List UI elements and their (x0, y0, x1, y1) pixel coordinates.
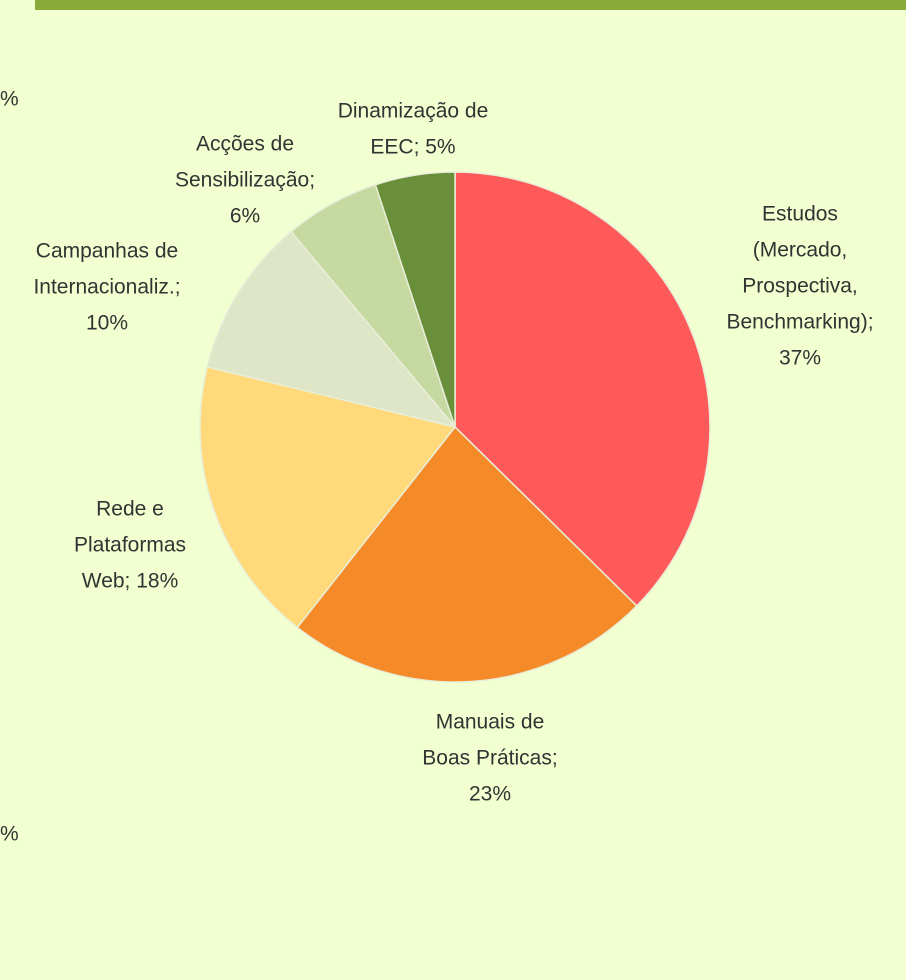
data-label: 10% (86, 312, 128, 335)
data-label: EEC; 5% (370, 136, 455, 159)
data-label: Estudos (762, 203, 838, 226)
data-label: Boas Práticas; (422, 747, 557, 770)
data-label: (Mercado, (753, 239, 848, 262)
data-label: Dinamização de (338, 100, 489, 123)
pie-slice (206, 230, 458, 429)
pie-slice (454, 171, 711, 607)
data-label: Benchmarking); (726, 311, 873, 334)
top-bar (35, 0, 906, 10)
data-label: 37% (779, 347, 821, 370)
data-label: 6% (230, 205, 260, 228)
pie-slice (199, 365, 457, 629)
pie-slice (374, 171, 456, 428)
data-label: Campanhas de (36, 240, 178, 263)
data-label: Prospectiva, (742, 275, 858, 298)
data-label: Web; 18% (82, 570, 179, 593)
data-label: 23% (469, 783, 511, 806)
data-label: Plataformas (74, 534, 186, 557)
data-label: Manuais de (436, 711, 545, 734)
edge-label: % (0, 823, 19, 846)
data-label: Sensibilização; (175, 169, 315, 192)
data-label: Rede e (96, 498, 164, 521)
data-label: Acções de (196, 133, 294, 156)
edge-label: % (0, 88, 19, 111)
pie-slice (296, 425, 638, 683)
data-label: Internacionaliz.; (33, 276, 180, 299)
